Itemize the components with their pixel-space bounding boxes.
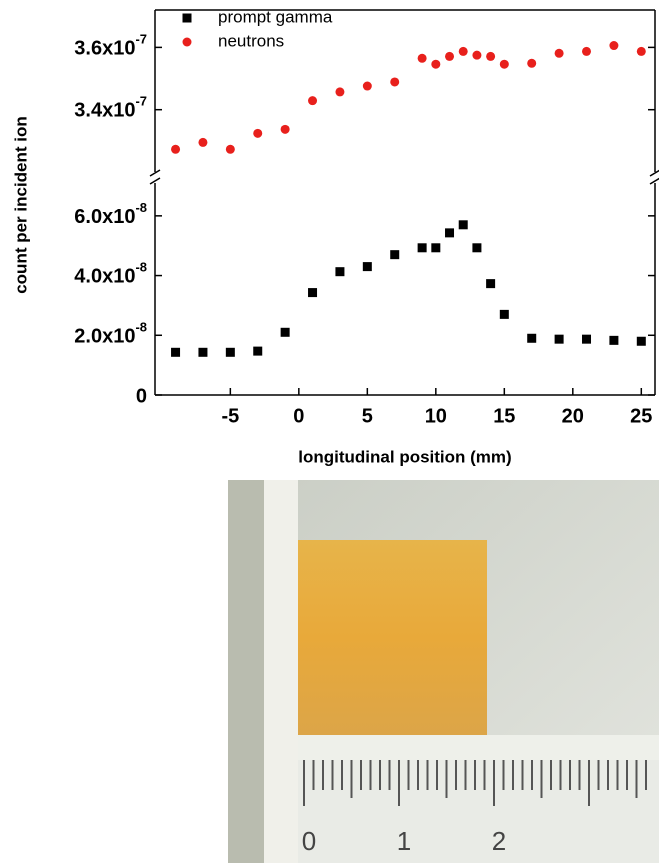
ruler-label: 1 [397, 826, 411, 856]
marker [486, 51, 496, 61]
marker [253, 128, 263, 138]
marker [253, 346, 263, 356]
marker [171, 144, 181, 154]
x-tick-label: 25 [630, 405, 652, 427]
activated-region [298, 540, 487, 735]
marker [445, 228, 455, 238]
marker [362, 81, 372, 91]
axis-break [149, 177, 161, 185]
marker [609, 335, 619, 345]
marker [554, 48, 564, 58]
axis-break [149, 169, 161, 177]
legend-marker [182, 37, 192, 47]
marker [362, 262, 372, 272]
x-tick-label: 0 [293, 405, 304, 427]
ruler-label: 2 [492, 826, 506, 856]
x-tick-label: 10 [425, 405, 447, 427]
marker [390, 250, 400, 260]
marker [335, 267, 345, 277]
marker [335, 87, 345, 97]
ruler-label: 0 [302, 826, 316, 856]
legend-marker [182, 13, 192, 23]
x-tick-label: 5 [362, 405, 373, 427]
axis-break [649, 169, 659, 177]
y-axis-label: count per incident ion [11, 116, 30, 294]
marker [171, 347, 181, 357]
marker [445, 51, 455, 61]
marker [431, 59, 441, 69]
marker [527, 333, 537, 343]
marker [636, 336, 646, 346]
photo: 0 1 2 [228, 480, 659, 863]
x-tick-label: -5 [221, 405, 239, 427]
y-tick-label: 0 [136, 385, 147, 407]
ruler-ticks: 0 1 2 [302, 760, 647, 856]
marker [225, 144, 235, 154]
y-tick-label: 6.0x10-8 [74, 200, 147, 228]
axis-break [649, 177, 659, 185]
marker [582, 334, 592, 344]
marker [554, 334, 564, 344]
marker [472, 50, 482, 60]
marker [225, 347, 235, 357]
marker [198, 347, 208, 357]
legend-label: prompt gamma [218, 7, 333, 26]
marker [198, 137, 208, 147]
marker [390, 77, 400, 87]
x-tick-label: 20 [562, 405, 584, 427]
marker [458, 46, 468, 56]
photo-edge [228, 480, 264, 863]
marker [417, 53, 427, 63]
y-tick-label: 3.4x10-7 [74, 94, 147, 122]
marker [636, 46, 646, 56]
y-tick-label: 3.6x10-7 [74, 32, 147, 60]
x-tick-label: 15 [493, 405, 515, 427]
marker [609, 41, 619, 51]
marker [280, 327, 290, 337]
marker [417, 243, 427, 253]
x-axis-label: longitudinal position (mm) [298, 447, 511, 466]
marker [280, 124, 290, 134]
legend-label: neutrons [218, 31, 284, 50]
marker [582, 46, 592, 56]
marker [499, 59, 509, 69]
marker [486, 279, 496, 289]
marker [458, 220, 468, 230]
marker [308, 288, 318, 298]
marker [308, 96, 318, 106]
marker [499, 309, 509, 319]
y-tick-label: 4.0x10-8 [74, 260, 147, 288]
y-tick-label: 2.0x10-8 [74, 320, 147, 348]
marker [472, 243, 482, 253]
marker [431, 243, 441, 253]
vial-wall [264, 480, 298, 863]
marker [527, 58, 537, 68]
